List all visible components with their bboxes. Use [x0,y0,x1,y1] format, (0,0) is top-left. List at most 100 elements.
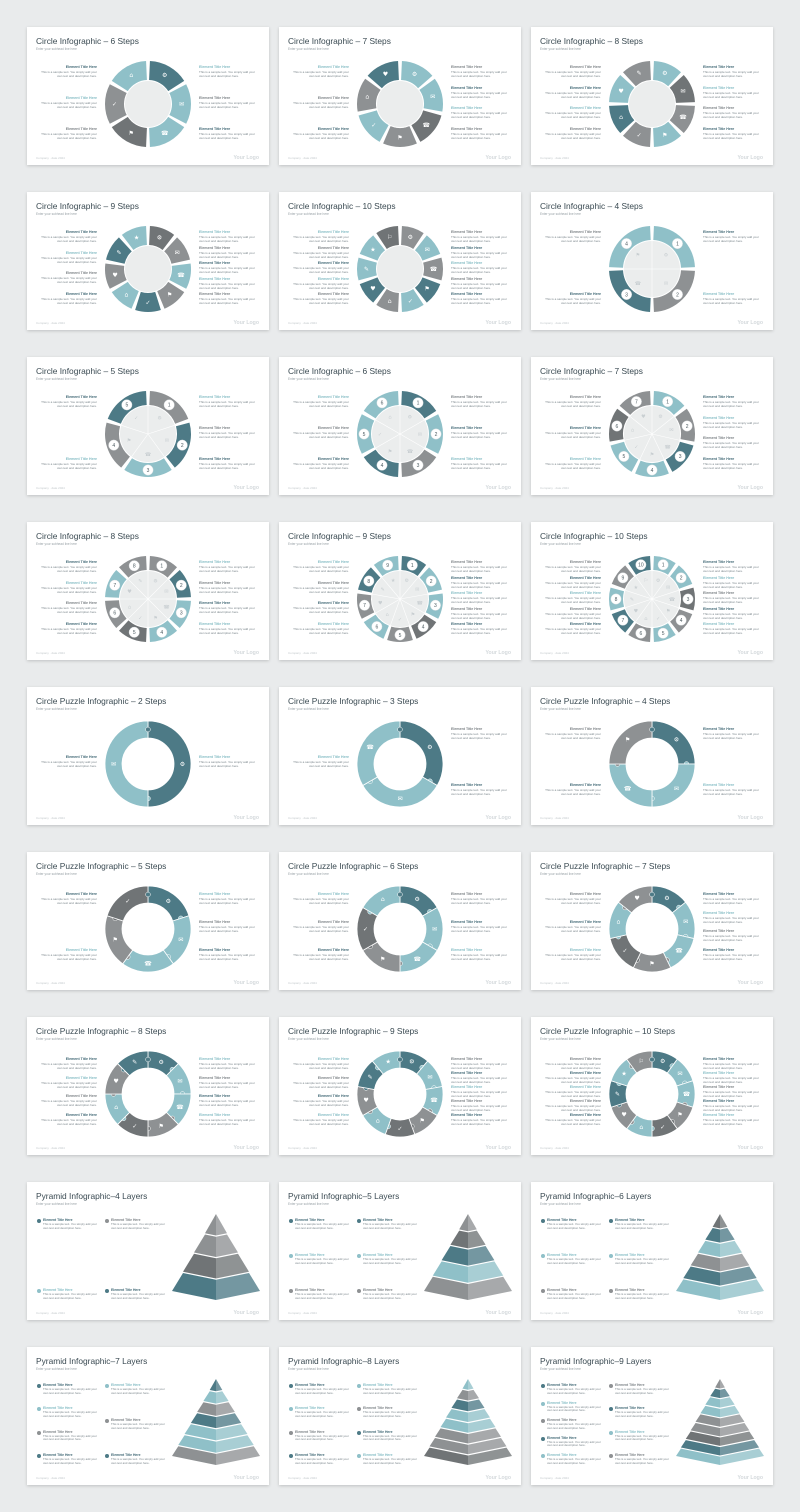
step-icon: ☎ [669,597,675,603]
circle-diagram: 1 ⚙ 2 ✉ 3 ☎ 4 ⚑ 5 ✓ 6 ⌂ 7 ♥ 8 ✎ [105,556,191,642]
text-block-left: Element Title Here This is a sample text.… [35,948,97,961]
element-title: Element Title Here [569,457,601,461]
text-block-right: Element Title Here This is a sample text.… [703,560,765,573]
pyramid-text-block: Element Title Here This is a sample text.… [609,1218,669,1231]
step-icon: ✉ [425,246,430,253]
element-title: Element Title Here [363,1218,393,1222]
slide-title: Circle Infographic – 6 Steps [288,366,391,376]
element-title: Element Title Here [199,1057,231,1061]
element-title: Element Title Here [65,1113,97,1117]
text-block-left: Element Title Here This is a sample text.… [539,892,601,905]
element-description: This is a sample text. You simply add yo… [199,101,255,109]
element-title: Element Title Here [547,1218,577,1222]
svg-text:5: 5 [622,454,625,460]
element-description: This is a sample text. You simply add yo… [41,1062,97,1070]
text-block-right: Element Title Here This is a sample text.… [451,1099,513,1112]
svg-text:5: 5 [363,432,366,438]
element-description: This is a sample text. You simply add yo… [41,400,97,408]
slide-subtitle: Enter your subhead line here [36,707,77,711]
step-icon: ✎ [368,1074,373,1081]
element-title: Element Title Here [363,1453,393,1457]
step-icon: ✉ [179,101,184,108]
element-title: Element Title Here [111,1418,141,1422]
bullet-dot [609,1384,613,1388]
slide-footer: Company · date 2024 [540,1311,569,1315]
element-title: Element Title Here [547,1288,577,1292]
element-title: Element Title Here [199,1094,231,1099]
step-icon: ⌂ [619,114,623,121]
text-block-left: Element Title Here This is a sample text.… [539,457,601,470]
text-block-left: Element Title Here This is a sample text.… [287,426,349,439]
step-icon: ⚑ [112,937,117,944]
element-description: This is a sample text. You simply add yo… [703,1076,759,1084]
circle-diagram: 1 ⚙ 2 ✉ 3 ☎ 4 ⚑ 5 ✓ 6 ⌂ 7 ♥ 8 ✎ 9 ★ 10 ⚐ [609,556,695,642]
circle-segment [157,281,185,309]
pyramid-text-block: Element Title Here This is a sample text.… [105,1418,165,1431]
element-description: This is a sample text. You simply add yo… [703,90,759,99]
element-title: Element Title Here [317,276,349,281]
step-icon: ★ [634,585,639,591]
element-title: Element Title Here [703,727,735,731]
puzzle-circle-diagram: ⚙✉ [104,720,192,808]
element-description: This is a sample text. You simply add yo… [293,250,349,259]
circle-segment [149,61,185,92]
element-description: This is a sample text. You simply add yo… [451,580,507,589]
element-title: Element Title Here [65,622,97,626]
element-title: Element Title Here [451,575,483,580]
circle-segment [376,289,399,312]
step-icon: ☎ [176,1104,184,1111]
element-title: Element Title Here [615,1383,645,1387]
pyramid-text-block: Element Title Here This is a sample text.… [357,1288,417,1301]
slide-subtitle: Enter your subhead line here [36,1367,77,1371]
text-block-left: Element Title Here This is a sample text.… [287,581,349,594]
slide-thumbnail: Circle Infographic – 6 Steps Enter your s… [279,357,521,495]
pyramid-text-block: Element Title Here This is a sample text.… [357,1453,417,1466]
pyramid-text-block: Element Title Here This is a sample text.… [541,1436,601,1449]
element-description: This is a sample text. You simply add yo… [545,1090,601,1098]
step-icon: ☎ [163,604,169,610]
element-title: Element Title Here [317,1113,349,1117]
element-title: Element Title Here [199,65,231,69]
element-description: This is a sample text. You simply add yo… [545,611,601,620]
slide-thumbnail: Circle Puzzle Infographic – 10 Steps Ente… [531,1017,773,1155]
text-block-left: Element Title Here This is a sample text.… [539,948,601,961]
text-block-left: Element Title Here This is a sample text.… [287,948,349,961]
element-description: This is a sample text. You simply add yo… [199,760,255,768]
slide-title: Circle Infographic – 4 Steps [540,201,643,211]
svg-text:7: 7 [635,399,638,405]
text-block-left: Element Title Here This is a sample text.… [35,1076,97,1089]
element-title: Element Title Here [569,591,601,595]
step-icon: ✎ [364,266,369,273]
puzzle-piece [399,720,444,787]
element-title: Element Title Here [703,622,735,626]
element-title: Element Title Here [199,127,231,131]
step-icon: ⌂ [386,612,389,618]
element-description: This is a sample text. You simply add yo… [703,297,759,305]
element-description: This is a sample text. You simply add yo… [451,788,507,796]
element-title: Element Title Here [703,575,735,580]
step-icon: ⚐ [387,234,392,241]
circle-segment [401,61,433,89]
element-description: This is a sample text. You simply add yo… [293,431,349,439]
element-description: This is a sample text. You simply add yo… [293,400,349,408]
step-icon: ✉ [178,937,183,944]
element-title: Element Title Here [317,1057,349,1061]
svg-text:1: 1 [411,563,414,569]
puzzle-piece [617,885,653,914]
element-title: Element Title Here [569,560,601,564]
slide-logo: Your Logo [485,980,511,986]
pyramid-text-block: Element Title Here This is a sample text.… [357,1218,417,1231]
slide-thumbnail: Pyramid Infographic–7 Layers Enter your s… [27,1347,269,1485]
text-block-left: Element Title Here This is a sample text.… [539,1113,601,1126]
circle-diagram: 1 ⚙ 2 ✉ 3 ☎ 4 ⚑ [609,226,695,312]
text-block-right: Element Title Here This is a sample text.… [451,106,513,119]
circle-segment [622,61,651,87]
element-title: Element Title Here [65,230,97,234]
text-block-left: Element Title Here This is a sample text.… [287,457,349,470]
step-icon: ☎ [145,452,151,458]
slide-title: Circle Infographic – 10 Steps [288,201,396,211]
step-icon: ☎ [635,281,641,287]
puzzle-circle-diagram: ⚙ ✉ ☎ ⚑ ✓ ⌂ ♥ ✎ ★ [356,1050,444,1138]
element-description: This is a sample text. You simply add yo… [545,1062,601,1070]
element-description: This is a sample text. You simply add yo… [199,70,255,78]
